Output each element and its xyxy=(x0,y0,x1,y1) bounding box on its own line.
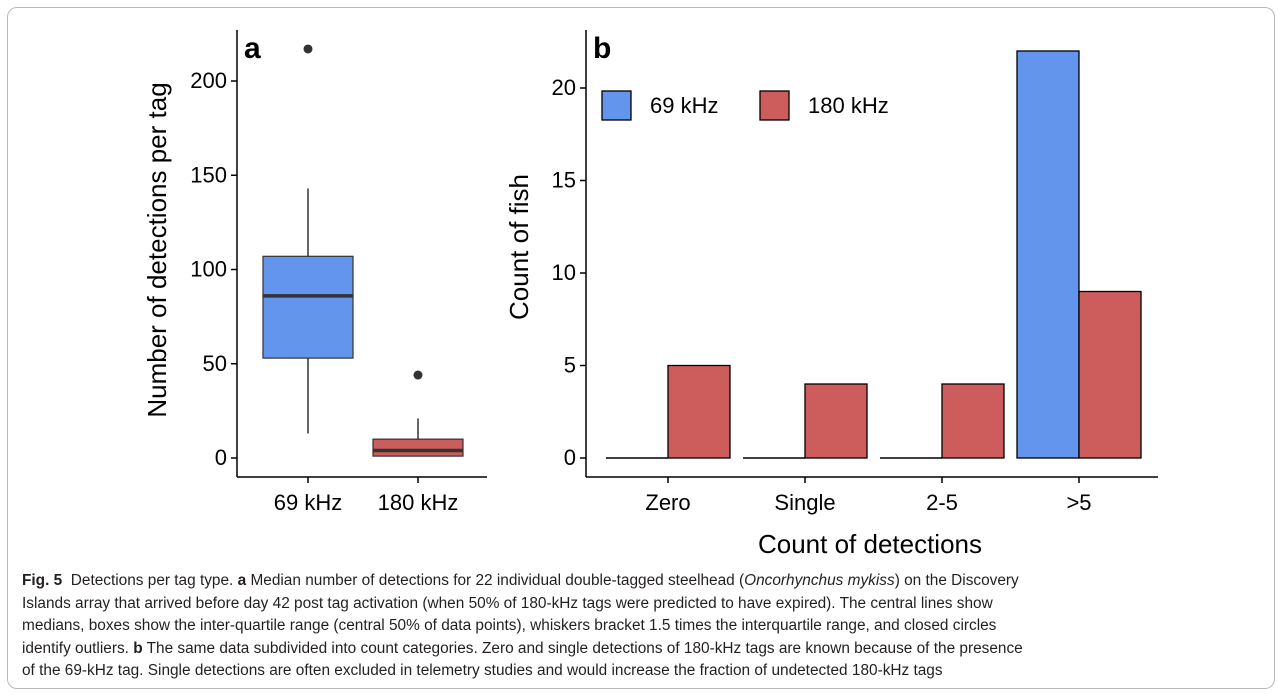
panel-b-legend: 69 kHz 180 kHz xyxy=(601,90,889,121)
caption-line-4-pre: identify outliers. xyxy=(22,639,129,657)
figure-frame xyxy=(7,7,1275,689)
legend-label-69-khz: 69 kHz xyxy=(650,93,718,118)
caption-a-label: a xyxy=(237,572,247,589)
panel-b-y-tick-label: 0 xyxy=(564,445,576,470)
panel-b-x-tick-label-zero: Zero xyxy=(645,490,690,515)
caption-title: Detections per tag type. xyxy=(70,572,234,589)
caption-fig-label: Fig. 5 xyxy=(22,572,63,589)
caption-line-1: Fig. 5 Detections per tag type. a Median… xyxy=(22,570,1267,593)
caption-b-label: b xyxy=(133,639,143,657)
bar-180-khz-2-5 xyxy=(941,383,1005,459)
panel-a-marks xyxy=(262,44,464,457)
panel-a-y-axis-title: Number of detections per tag xyxy=(142,82,172,417)
panel-a-label: a xyxy=(244,32,261,65)
panel-a-boxplot: Number of detections per tag a 0 50 100 150… xyxy=(142,30,487,515)
panel-a-x-tick-label-69-khz: 69 kHz xyxy=(274,490,342,515)
legend-label-180-khz: 180 kHz xyxy=(808,93,889,118)
legend-swatch-180-khz xyxy=(759,90,790,121)
panel-b-bar-chart: Count of fish Count of detections b 0 5 10… xyxy=(504,30,1158,559)
panel-a-ticks: 0 50 100 150 200 69 kHz 180 kHz xyxy=(190,68,458,515)
caption-line-2: Islands array that arrived before day 42… xyxy=(22,594,993,612)
bar-180-khz-5 xyxy=(1078,290,1142,459)
panel-b-label: b xyxy=(593,32,611,65)
box-outlier-69-khz xyxy=(303,44,313,54)
panel-b-y-axis-title: Count of fish xyxy=(504,174,534,320)
panel-a-y-tick-label: 150 xyxy=(190,162,227,187)
panel-b-x-axis-title: Count of detections xyxy=(758,529,982,559)
box-outlier-180-khz xyxy=(413,370,423,380)
caption-line-3: medians, boxes show the inter-quartile r… xyxy=(22,617,997,634)
panel-b-ticks: 0 5 10 15 20 Zero Single 2-5 >5 xyxy=(552,75,1092,515)
panel-a-axes xyxy=(236,30,487,478)
panel-b-x-tick-label-2-5: 2-5 xyxy=(926,490,958,515)
legend-swatch-69-khz xyxy=(601,90,632,121)
figure-charts: Number of detections per tag a 050100150… xyxy=(142,30,1158,559)
panel-a-x-tick-label-180-khz: 180 kHz xyxy=(378,490,459,515)
bar-180-khz-single xyxy=(804,383,868,459)
bar-180-khz-zero xyxy=(667,364,731,459)
panel-b-x-tick-label-single: Single xyxy=(774,490,835,515)
panel-b-y-tick-label: 5 xyxy=(564,353,576,378)
box-iqr-180-khz xyxy=(372,438,464,457)
panel-b-y-tick-label: 15 xyxy=(552,168,576,193)
caption-species: Oncorhynchus mykiss xyxy=(744,572,895,589)
box-iqr-69-khz xyxy=(262,255,354,359)
panel-a-y-tick-label: 200 xyxy=(190,68,227,93)
panel-a-y-tick-label: 50 xyxy=(203,351,227,376)
panel-b-y-tick-label: 20 xyxy=(552,75,576,100)
caption-a-text-1: Median number of detections for 22 indiv… xyxy=(250,572,745,589)
panel-a-y-tick-label: 100 xyxy=(190,257,227,282)
panel-a-y-tick-label: 0 xyxy=(215,445,227,470)
caption-line-4: identify outliers. b The same data subdi… xyxy=(22,638,1267,661)
panel-b-y-tick-label: 10 xyxy=(552,260,576,285)
caption-line-4-post: The same data subdivided into count cate… xyxy=(146,639,1023,657)
panel-b-x-tick-label-5: >5 xyxy=(1066,490,1091,515)
figure-caption: Fig. 5 Detections per tag type. a Median… xyxy=(22,570,1267,683)
bar-69-khz-5 xyxy=(1016,50,1080,459)
panel-b-axes xyxy=(585,30,1158,478)
panel-b-bars xyxy=(606,50,1142,459)
caption-a-text-2: ) on the Discovery xyxy=(894,572,1019,589)
caption-line-5: of the 69-kHz tag. Single detections are… xyxy=(22,662,943,679)
